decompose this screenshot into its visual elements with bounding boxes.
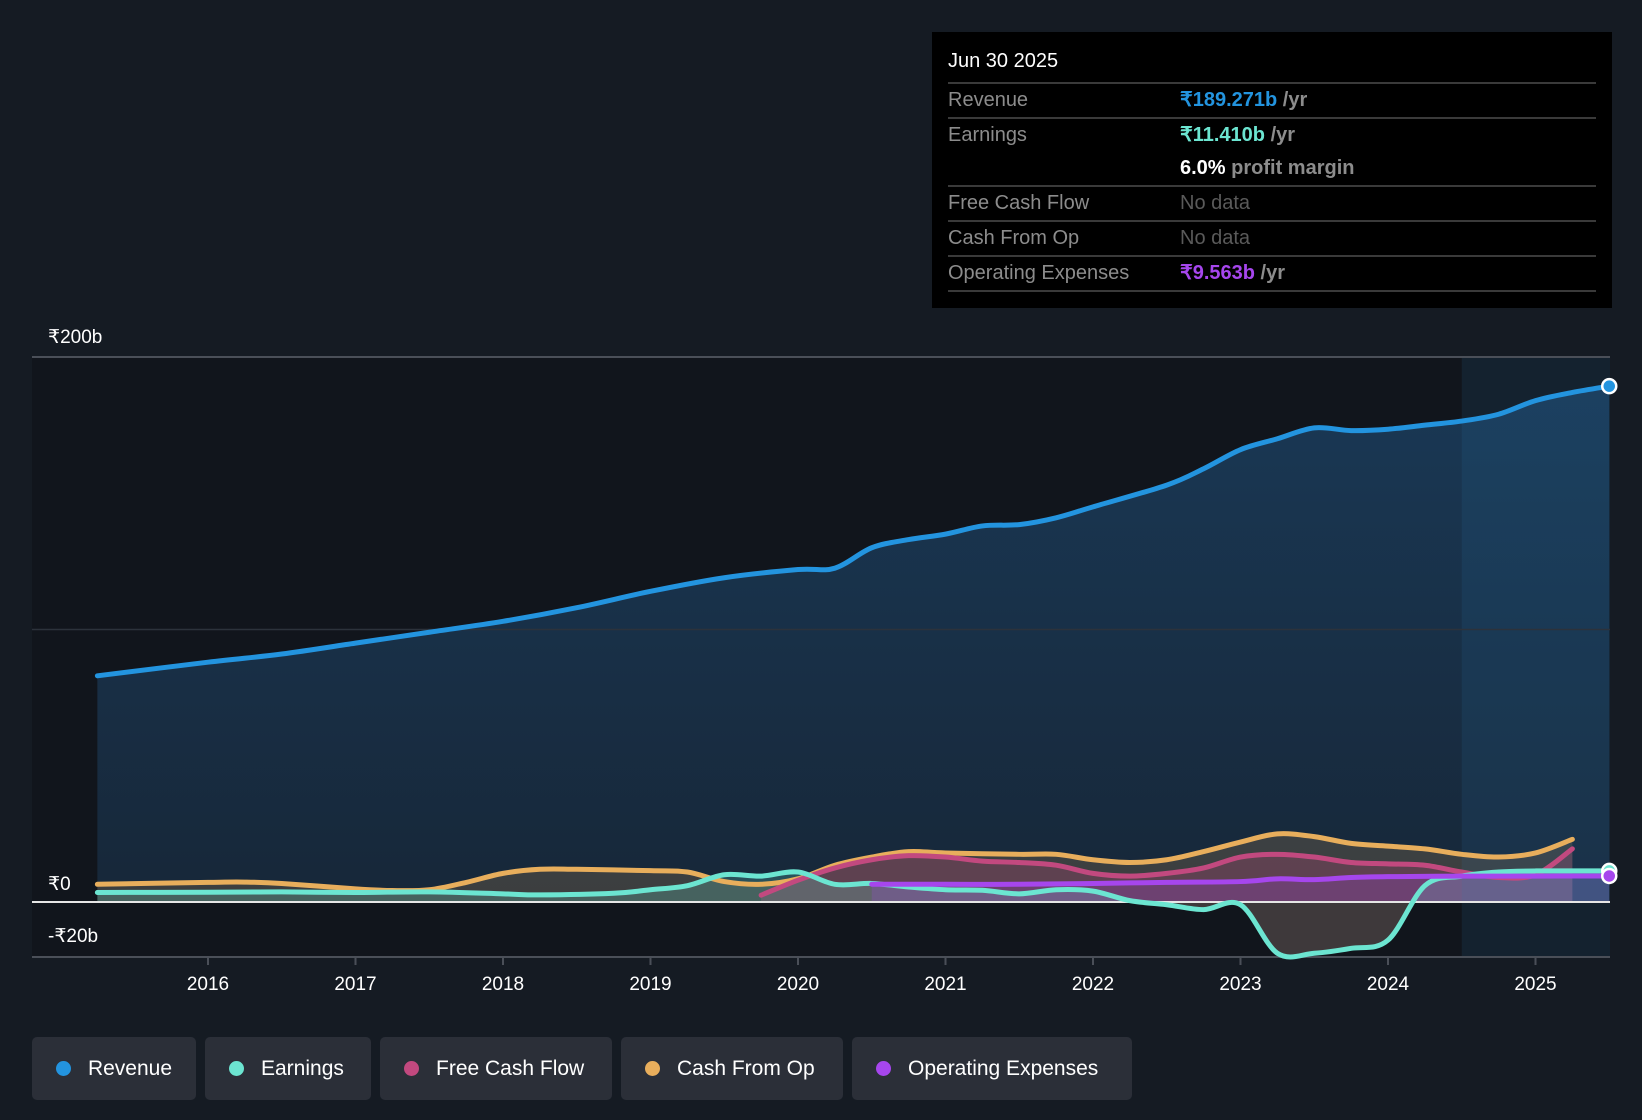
- legend-label: Revenue: [87, 1056, 172, 1080]
- tooltip-row-cfo: Cash From Op No data: [948, 222, 1596, 257]
- tooltip-label: Earnings: [948, 124, 1027, 146]
- chart: ₹200b ₹0 -₹20b 2016 2017 2018 2019 2020 2021 202…: [32, 327, 1618, 995]
- tooltip-date: Jun 30 2025: [948, 46, 1596, 84]
- revenue-dot-icon: [56, 1061, 71, 1076]
- legend-item-revenue[interactable]: Revenue: [32, 1037, 196, 1100]
- free-cash-flow-line: [758, 846, 1575, 898]
- earnings-area: [97, 870, 1610, 958]
- tooltip-value: No data: [1180, 192, 1251, 214]
- tooltip-value: 6.0%: [1180, 157, 1226, 179]
- free-cash-flow-dot-icon: [404, 1061, 419, 1076]
- highlight-region: [1461, 357, 1610, 957]
- earnings-line: [94, 868, 1612, 960]
- operating-expenses-dot-icon: [876, 1061, 891, 1076]
- tooltip-value: ₹11.410b: [1180, 124, 1266, 146]
- earnings-dot-icon: [229, 1061, 244, 1076]
- earnings-negative-area: [97, 902, 1610, 957]
- x-axis-label: 2024: [1367, 974, 1410, 995]
- operating-expenses-end-marker: [1601, 867, 1618, 885]
- tooltip-unit: profit margin: [1225, 157, 1355, 179]
- tooltip-value: ₹9.563b: [1180, 262, 1255, 284]
- x-axis-label: 2022: [1072, 974, 1114, 995]
- x-axis-label: 2025: [1514, 974, 1556, 995]
- x-axis-label: 2020: [777, 974, 819, 995]
- legend-item-earnings[interactable]: Earnings: [205, 1037, 371, 1100]
- revenue-end-marker: [1601, 377, 1618, 395]
- tooltip-label: Cash From Op: [948, 227, 1080, 249]
- legend-item-cash-from-op[interactable]: Cash From Op: [621, 1037, 843, 1100]
- x-axis-label: 2016: [187, 974, 229, 995]
- legend-item-free-cash-flow[interactable]: Free Cash Flow: [380, 1037, 612, 1100]
- tooltip-label: [948, 152, 1180, 185]
- x-axis-label: 2021: [924, 974, 966, 995]
- legend-item-operating-expenses[interactable]: Operating Expenses: [852, 1037, 1132, 1100]
- legend-label: Operating Expenses: [908, 1056, 1099, 1080]
- revenue-line: [94, 383, 1612, 679]
- x-axis-label: 2017: [334, 974, 376, 995]
- operating-expenses-line: [869, 873, 1612, 887]
- x-axis-label: 2018: [482, 974, 524, 995]
- x-axis-label: 2023: [1219, 974, 1261, 995]
- legend: Revenue Earnings Free Cash Flow Cash Fro…: [32, 1037, 1132, 1100]
- legend-label: Free Cash Flow: [436, 1056, 585, 1080]
- tooltip-row-opex: Operating Expenses ₹9.563b /yr: [948, 257, 1596, 292]
- y-axis-label: ₹200b: [48, 327, 102, 348]
- cash-from-op-dot-icon: [645, 1061, 660, 1076]
- legend-label: Cash From Op: [677, 1056, 815, 1080]
- tooltip-value: ₹189.271b: [1180, 89, 1278, 111]
- tooltip-row-revenue: Revenue ₹189.271b /yr: [948, 84, 1596, 119]
- tooltip-value: No data: [1180, 227, 1251, 249]
- tooltip-unit: /yr: [1255, 262, 1286, 284]
- revenue-area: [97, 386, 1610, 903]
- tooltip-unit: /yr: [1277, 89, 1308, 111]
- tooltip-unit: /yr: [1265, 124, 1296, 146]
- tooltip-row-earnings: Earnings ₹11.410b /yr: [948, 119, 1596, 152]
- tooltip-label: Operating Expenses: [948, 262, 1130, 284]
- tooltip-row-fcf: Free Cash Flow No data: [948, 187, 1596, 222]
- y-axis-label: ₹0: [48, 874, 71, 895]
- tooltip-row-profit-margin: 6.0% profit margin: [948, 152, 1596, 187]
- x-axis-label: 2019: [629, 974, 671, 995]
- tooltip-label: Free Cash Flow: [948, 192, 1090, 214]
- legend-label: Earnings: [261, 1056, 344, 1080]
- tooltip-label: Revenue: [948, 89, 1029, 111]
- tooltip: Jun 30 2025 Revenue ₹189.271b /yr Earnin…: [932, 32, 1612, 308]
- y-axis-label: -₹20b: [48, 926, 98, 947]
